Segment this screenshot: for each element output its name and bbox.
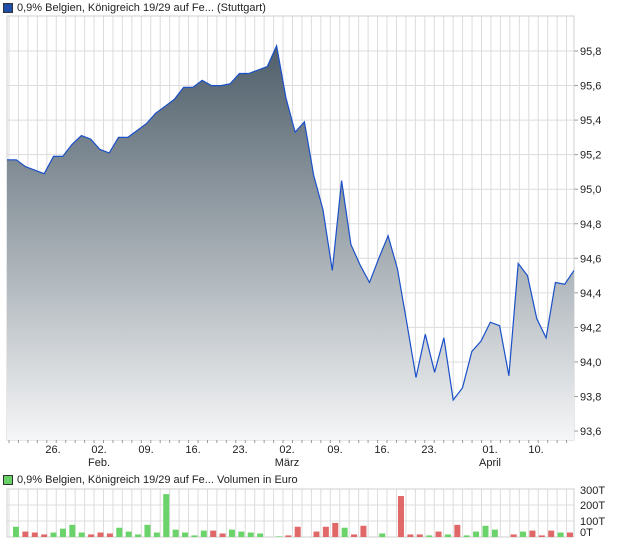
volume-bar	[444, 534, 451, 537]
volume-bar	[482, 525, 489, 537]
price-legend-label: 0,9% Belgien, Königreich 19/29 auf Fe...…	[17, 2, 266, 14]
volume-bar	[285, 535, 292, 537]
volume-bar	[59, 528, 66, 537]
volume-bar	[313, 531, 320, 537]
volume-y-tick-label: 0T	[580, 527, 593, 539]
volume-bar	[41, 534, 48, 537]
x-tick-month-label: März	[275, 457, 299, 469]
x-tick-label: 09.	[327, 444, 342, 456]
volume-bar	[182, 532, 189, 537]
y-tick-label: 94,6	[580, 253, 601, 265]
volume-bar	[69, 524, 76, 537]
volume-bar	[360, 525, 367, 537]
volume-bar	[567, 532, 573, 537]
volume-bar	[548, 530, 555, 537]
volume-bar	[31, 532, 38, 537]
volume-bar	[50, 532, 57, 537]
volume-bar	[153, 532, 160, 537]
volume-bar	[219, 533, 226, 537]
volume-bar	[106, 533, 113, 537]
volume-bar	[473, 531, 480, 537]
price-legend-swatch	[3, 3, 13, 13]
volume-bar	[557, 532, 564, 537]
price-legend: 0,9% Belgien, Königreich 19/29 auf Fe...…	[3, 2, 266, 14]
y-tick-label: 95,6	[580, 81, 601, 93]
volume-bar	[200, 530, 207, 537]
y-tick-label: 94,4	[580, 288, 601, 300]
volume-bar	[125, 531, 132, 537]
x-tick-label: 26.	[45, 444, 60, 456]
volume-y-tick-label: 200T	[580, 500, 605, 512]
volume-bar	[529, 530, 536, 537]
volume-bar	[275, 536, 282, 537]
x-tick-label: 23.	[421, 444, 436, 456]
volume-bar	[97, 532, 104, 537]
x-tick-month-label: Feb.	[88, 457, 110, 469]
volume-bar	[210, 530, 217, 537]
volume-bar	[144, 524, 151, 537]
y-tick-label: 93,6	[580, 426, 601, 438]
x-tick-label: 02.	[91, 444, 106, 456]
volume-bar	[510, 534, 517, 537]
volume-y-tick-label: 300T	[580, 485, 605, 497]
volume-bar	[435, 531, 442, 537]
y-tick-label: 94,2	[580, 322, 601, 334]
y-tick-label: 94,0	[580, 357, 601, 369]
volume-bar	[463, 535, 470, 537]
y-tick-label: 95,2	[580, 150, 601, 162]
volume-bar	[454, 524, 461, 537]
volume-bar	[88, 534, 95, 537]
volume-y-tick-label: 100T	[580, 516, 605, 528]
x-tick-label: 02.	[279, 444, 294, 456]
volume-bar	[416, 534, 423, 537]
x-tick-label: 16.	[185, 444, 200, 456]
volume-bar	[397, 496, 404, 537]
volume-legend-label: 0,9% Belgien, Königreich 19/29 auf Fe...…	[17, 474, 298, 486]
y-tick-label: 93,8	[580, 392, 601, 404]
y-tick-label: 95,0	[580, 184, 601, 196]
volume-bar	[332, 522, 339, 537]
y-tick-label: 94,8	[580, 219, 601, 231]
volume-bar	[379, 533, 386, 537]
volume-bar	[520, 531, 527, 537]
volume-bar	[247, 532, 254, 537]
volume-bar	[191, 535, 198, 537]
volume-bar	[238, 531, 245, 537]
x-tick-label: 10.	[528, 444, 543, 456]
volume-frame	[6, 488, 575, 538]
volume-bar	[228, 529, 235, 537]
price-area	[7, 45, 574, 441]
volume-bar	[426, 535, 433, 537]
x-tick-month-label: April	[479, 457, 501, 469]
volume-bar	[116, 527, 123, 537]
x-tick-label: 16.	[374, 444, 389, 456]
volume-bar	[22, 531, 29, 537]
volume-bar	[257, 533, 264, 537]
x-tick-label: 23.	[232, 444, 247, 456]
price-line	[7, 43, 575, 402]
volume-bar	[341, 527, 348, 537]
volume-bar	[13, 526, 19, 537]
x-tick-label: 09.	[138, 444, 153, 456]
volume-bar	[491, 529, 498, 537]
volume-bar	[407, 534, 414, 537]
volume-bar	[322, 526, 329, 537]
volume-bar	[351, 534, 358, 537]
volume-bar	[135, 534, 142, 537]
volume-bar	[163, 494, 170, 537]
y-tick-label: 95,8	[580, 46, 601, 58]
volume-bar	[294, 526, 301, 537]
volume-legend: 0,9% Belgien, Königreich 19/29 auf Fe...…	[3, 474, 298, 486]
y-tick-label: 95,4	[580, 115, 601, 127]
volume-bar	[172, 529, 179, 537]
x-tick-label: 01.	[482, 444, 497, 456]
volume-legend-swatch	[3, 475, 13, 485]
volume-bar	[538, 535, 545, 537]
volume-bar	[78, 532, 85, 537]
